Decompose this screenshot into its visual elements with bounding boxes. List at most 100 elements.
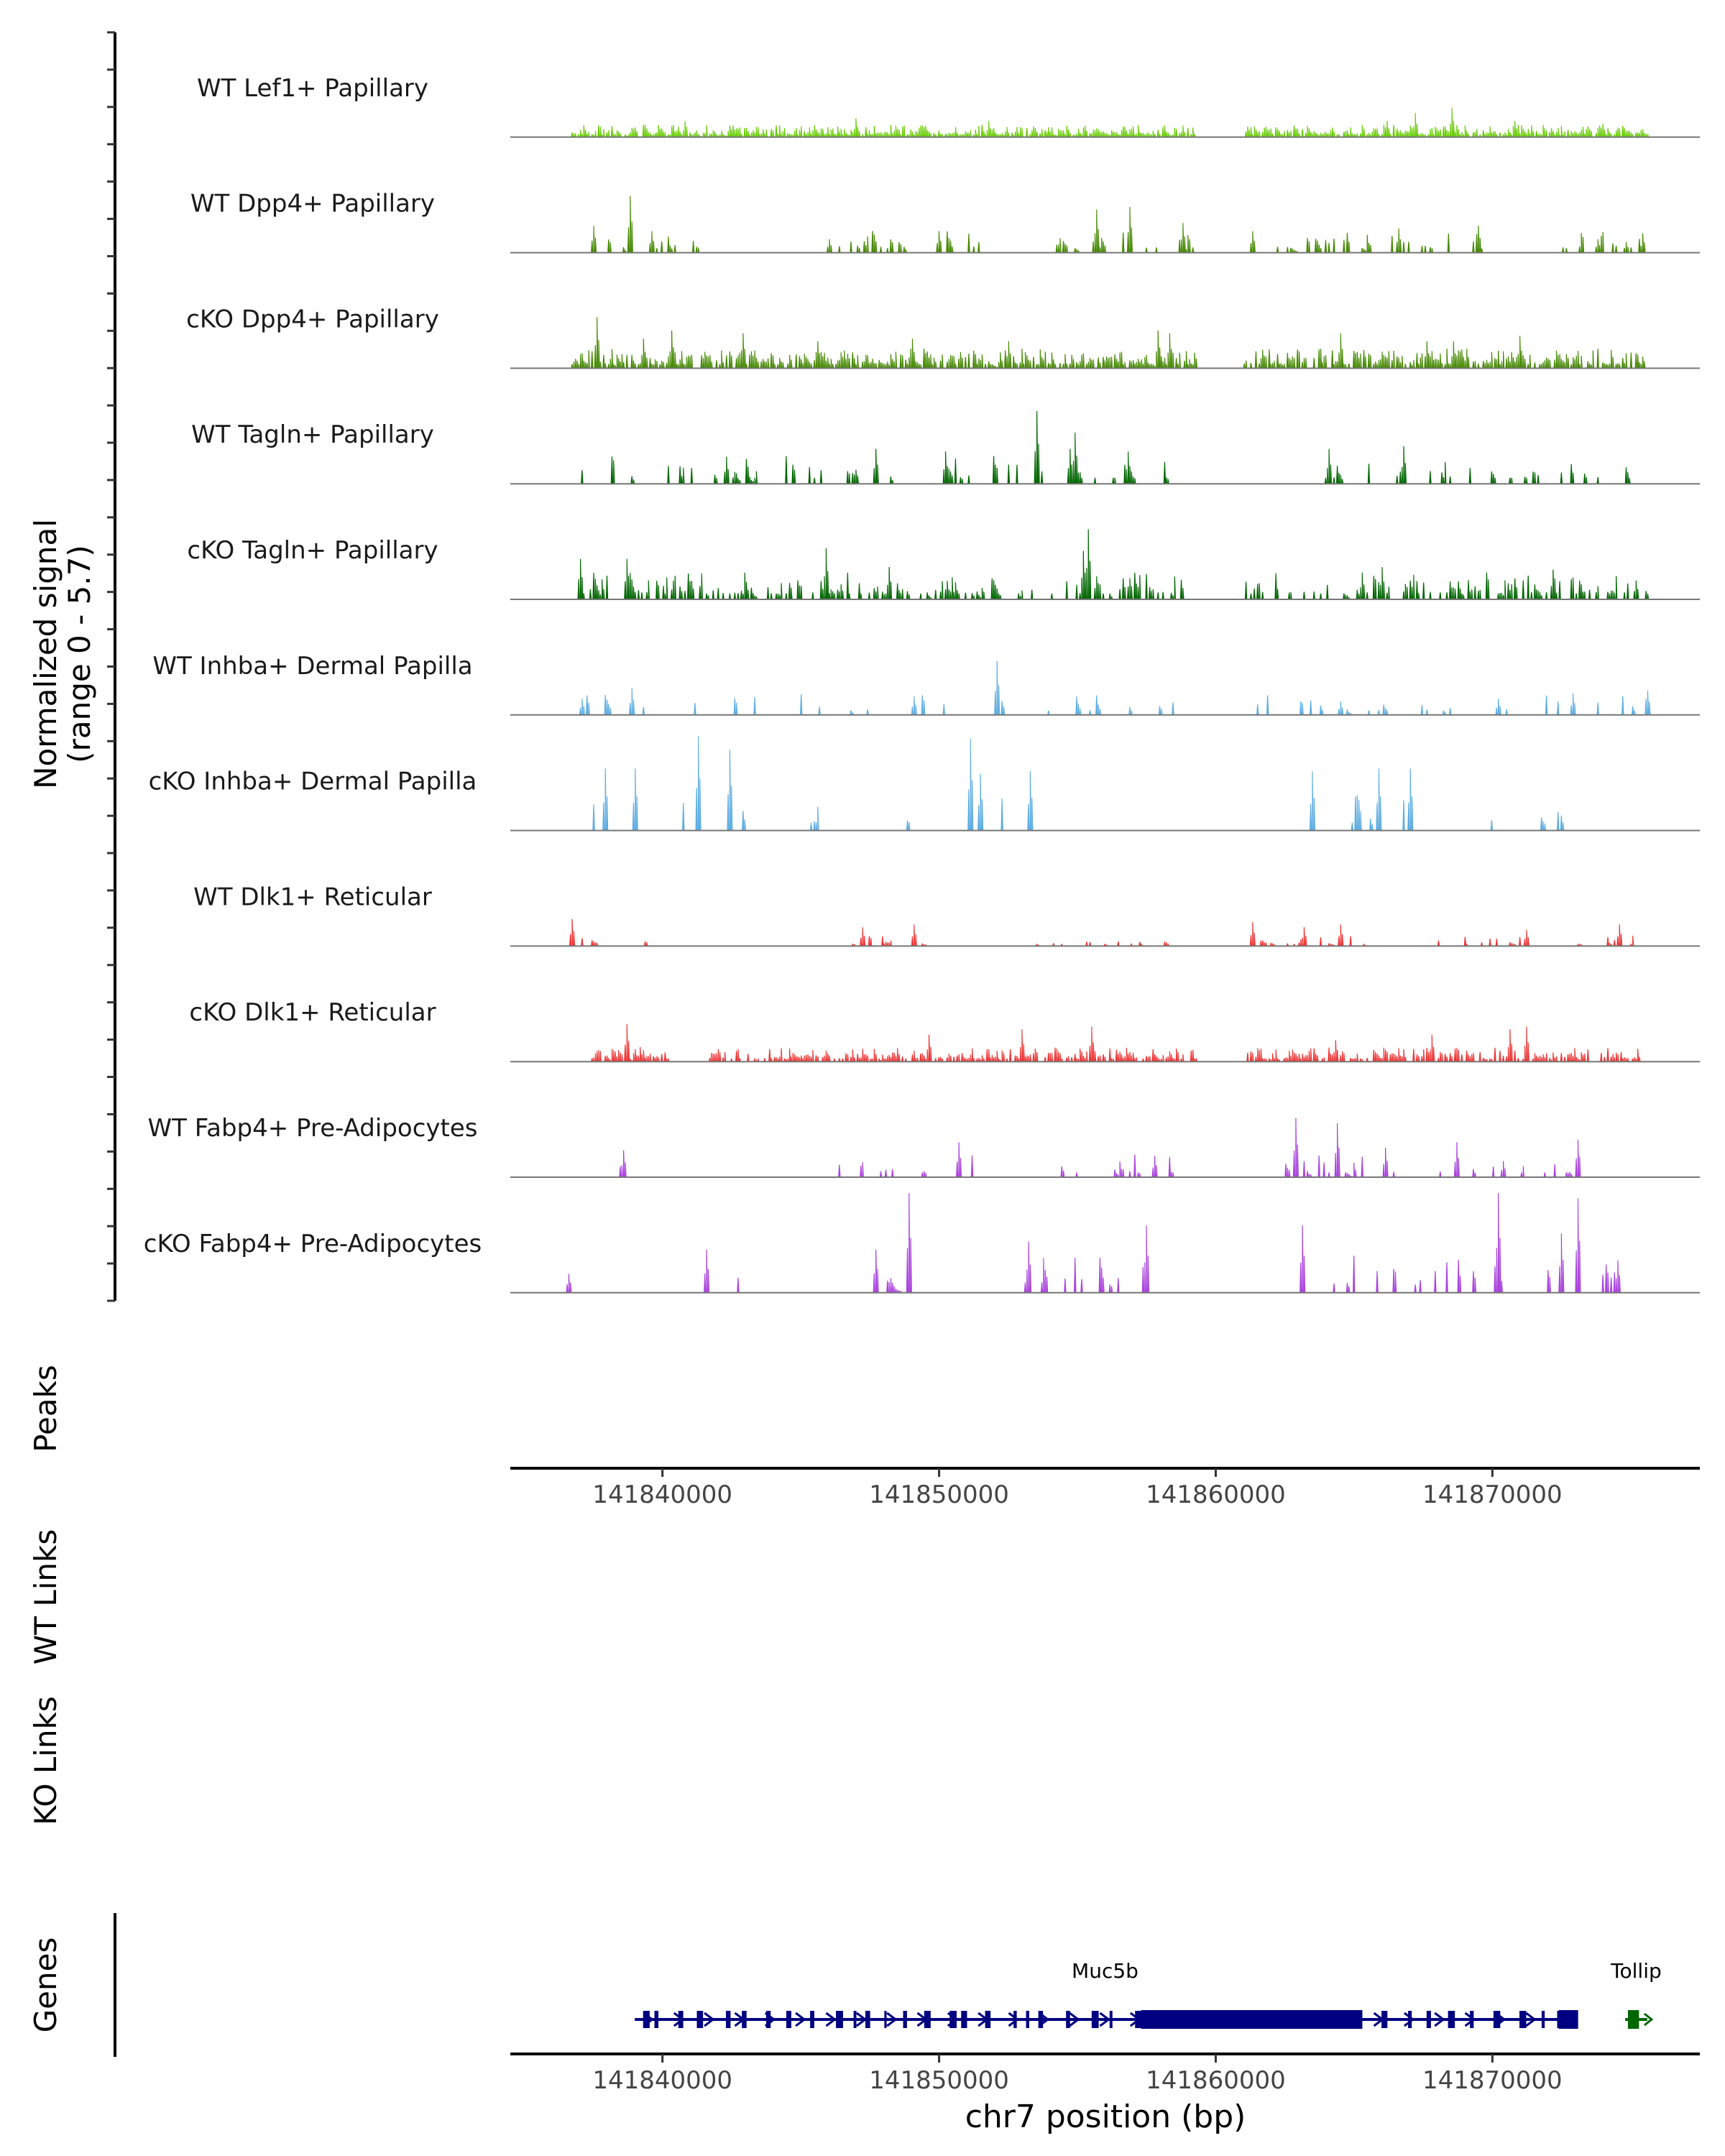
strand-arrow-icon bbox=[1434, 2012, 1445, 2027]
strand-arrow-icon bbox=[1069, 2012, 1080, 2027]
x-axis-tick-label: 141870000 bbox=[1422, 1480, 1563, 1509]
gene-exon bbox=[696, 2011, 704, 2028]
gene-exon bbox=[643, 2011, 650, 2028]
x-axis-tick-label: 141850000 bbox=[869, 2066, 1009, 2095]
strand-arrow-icon bbox=[764, 2012, 776, 2027]
gene-exon bbox=[1109, 2011, 1113, 2028]
gene-exon bbox=[1066, 2011, 1070, 2028]
x-axis-title: chr7 position (bp) bbox=[965, 2099, 1246, 2135]
gene-exon bbox=[1026, 2011, 1029, 2028]
strand-arrow-icon bbox=[734, 2012, 745, 2027]
strand-arrow-icon bbox=[643, 2012, 654, 2027]
track-name-label: cKO Dpp4+ Papillary bbox=[186, 305, 439, 333]
coverage-track: WT Tagln+ Papillary bbox=[191, 411, 1700, 485]
coverage-signal-area bbox=[510, 660, 1700, 715]
coverage-signal-area bbox=[510, 195, 1700, 253]
track-name-label: cKO Fabp4+ Pre-Adipocytes bbox=[144, 1230, 482, 1258]
gene-exon bbox=[1470, 2011, 1474, 2028]
coverage-signal-area bbox=[510, 411, 1700, 484]
coverage-signal-area bbox=[510, 918, 1700, 946]
gene-exon bbox=[1091, 2011, 1099, 2028]
strand-arrow-icon bbox=[1525, 2012, 1537, 2027]
track-name-label: WT Tagln+ Papillary bbox=[191, 420, 434, 449]
gene-exon bbox=[1408, 2011, 1412, 2028]
gene-exon bbox=[1519, 2011, 1527, 2028]
strand-arrow-icon bbox=[1038, 2012, 1050, 2027]
gene-exon bbox=[853, 2011, 857, 2028]
strand-arrow-icon bbox=[978, 2012, 989, 2027]
coverage-signal-area bbox=[510, 1118, 1700, 1177]
coverage-signal-area bbox=[510, 529, 1700, 599]
gene-exon bbox=[1381, 2011, 1388, 2028]
coverage-track: cKO Dpp4+ Papillary bbox=[186, 305, 1700, 369]
gene-exon bbox=[1558, 2010, 1578, 2029]
x-axis-tick-label: 141870000 bbox=[1422, 2066, 1563, 2095]
gene-name-label: Tollip bbox=[1610, 1959, 1662, 1983]
gene-model: Muc5b bbox=[635, 1959, 1578, 2029]
track-name-label: WT Dlk1+ Reticular bbox=[193, 883, 432, 911]
gene-exon bbox=[1493, 2011, 1501, 2028]
signal-y-axis bbox=[107, 31, 116, 1302]
strand-arrow-icon bbox=[855, 2012, 868, 2027]
gene-exon bbox=[865, 2011, 870, 2028]
coverage-track: cKO Dlk1+ Reticular bbox=[189, 998, 1700, 1063]
coverage-track: WT Dpp4+ Papillary bbox=[190, 190, 1700, 254]
gene-exon bbox=[1426, 2011, 1431, 2028]
genes-x-axis: 141840000 141850000 141860000 141870000 bbox=[510, 2053, 1700, 2095]
strand-arrow-icon bbox=[1494, 2012, 1506, 2027]
coverage-track: cKO Fabp4+ Pre-Adipocytes bbox=[144, 1193, 1700, 1294]
strand-arrow-icon bbox=[795, 2012, 806, 2027]
x-axis-tick-label: 141850000 bbox=[869, 1480, 1009, 1509]
gene-exon bbox=[765, 2011, 771, 2028]
coverage-track: WT Inhba+ Dermal Papilla bbox=[152, 652, 1700, 716]
peaks-panel-label: Peaks bbox=[28, 1365, 63, 1452]
coverage-signal-area bbox=[510, 317, 1700, 369]
gene-exon bbox=[810, 2011, 814, 2028]
strand-arrow-icon bbox=[1373, 2012, 1385, 2027]
x-axis-tick-label: 141860000 bbox=[1146, 1480, 1286, 1509]
gene-exon bbox=[786, 2011, 791, 2028]
gene-exon bbox=[1541, 2011, 1545, 2028]
coverage-track: WT Dlk1+ Reticular bbox=[193, 883, 1700, 947]
coverage-signal-area bbox=[510, 107, 1700, 137]
coverage-track: WT Lef1+ Papillary bbox=[197, 74, 1700, 138]
gene-model: Tollip bbox=[1610, 1959, 1662, 2029]
gene-name-label: Muc5b bbox=[1072, 1959, 1138, 1983]
coverage-tracks: WT Lef1+ Papillary WT Dpp4+ Papillary cKO … bbox=[144, 74, 1700, 1294]
strand-arrow-icon bbox=[1643, 2012, 1654, 2027]
track-name-label: cKO Dlk1+ Reticular bbox=[189, 998, 436, 1027]
strand-arrow-icon bbox=[1099, 2012, 1110, 2027]
gene-exon bbox=[836, 2011, 843, 2028]
peaks-x-axis: 141840000 141850000 141860000 141870000 bbox=[510, 1467, 1700, 1509]
gene-exon-block bbox=[1141, 2010, 1363, 2029]
strand-arrow-icon bbox=[1464, 2012, 1476, 2027]
x-axis-tick-label: 141840000 bbox=[592, 1480, 732, 1509]
gene-exon-block bbox=[1627, 2010, 1639, 2029]
gene-exon bbox=[678, 2011, 684, 2028]
coverage-track: cKO Inhba+ Dermal Papilla bbox=[149, 736, 1700, 831]
signal-range-label: (range 0 - 5.7) bbox=[62, 545, 97, 763]
strand-arrow-icon bbox=[886, 2012, 898, 2027]
gene-exon bbox=[726, 2011, 731, 2028]
x-axis-tick-label: 141840000 bbox=[592, 2066, 732, 2095]
gene-exon bbox=[1013, 2011, 1017, 2028]
genes-panel-label: Genes bbox=[28, 1938, 63, 2033]
ko-links-panel-label: KO Links bbox=[28, 1696, 63, 1825]
strand-arrow-icon bbox=[825, 2012, 837, 2027]
wt-links-panel-label: WT Links bbox=[28, 1529, 63, 1664]
coverage-signal-area bbox=[510, 1193, 1700, 1293]
strand-arrow-icon bbox=[916, 2012, 928, 2027]
track-name-label: WT Inhba+ Dermal Papilla bbox=[152, 652, 472, 681]
strand-arrow-icon bbox=[704, 2012, 715, 2027]
gene-exon bbox=[961, 2011, 967, 2028]
track-name-label: WT Fabp4+ Pre-Adipocytes bbox=[148, 1114, 478, 1143]
coverage-track: cKO Tagln+ Papillary bbox=[187, 529, 1700, 600]
strand-arrow-icon bbox=[1403, 2012, 1415, 2027]
track-name-label: cKO Tagln+ Papillary bbox=[187, 536, 438, 565]
gene-exon bbox=[654, 2011, 659, 2028]
gene-exon bbox=[884, 2011, 887, 2028]
strand-arrow-icon bbox=[947, 2012, 959, 2027]
strand-arrow-icon bbox=[1129, 2012, 1141, 2027]
